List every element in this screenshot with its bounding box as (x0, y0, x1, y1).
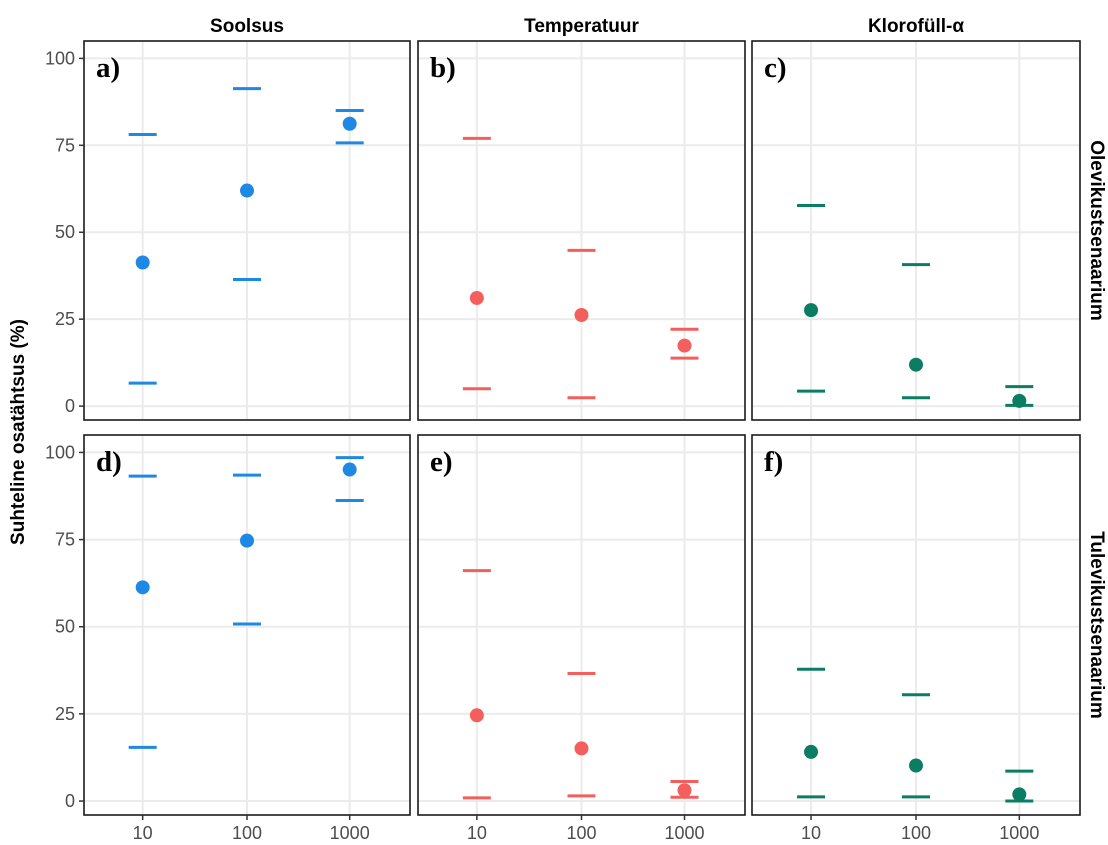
x-tick-label: 100 (901, 823, 931, 843)
panel-tag: c) (764, 52, 787, 84)
mean-point (469, 708, 484, 723)
x-tick-label: 10 (133, 823, 153, 843)
mean-point (135, 580, 150, 595)
mean-point (240, 183, 254, 198)
y-tick-label: 75 (55, 135, 75, 155)
strip-label-0: Soolsus (210, 16, 284, 37)
strip-label-row-1: Tulevikustsenaarium (1086, 531, 1107, 719)
y-tick-label: 100 (45, 48, 75, 68)
y-tick-label: 25 (55, 309, 75, 329)
panel-tag: b) (430, 52, 456, 84)
y-tick-label: 0 (65, 791, 75, 811)
mean-point (804, 744, 819, 759)
y-tick-label: 0 (65, 396, 75, 416)
panel-tag: d) (96, 446, 122, 478)
mean-point (909, 758, 923, 773)
panel-frame (83, 40, 411, 421)
panel-f: f) 10 100 1000 (751, 434, 1081, 843)
x-tick-label: 100 (232, 823, 262, 843)
x-tick-label: 1000 (330, 823, 370, 843)
y-axis-title: Suhteline osatähtsus (%) (8, 319, 29, 545)
panel-b: b) (417, 40, 746, 421)
panel-d: d) 0 25 50 75 100 10 100 1000 (45, 434, 411, 843)
x-tick-label: 1000 (664, 823, 704, 843)
panel-tag: f) (764, 446, 783, 478)
x-tick-label: 100 (566, 823, 596, 843)
strip-label-1: Temperatuur (524, 16, 639, 37)
mean-point (240, 533, 254, 548)
y-tick-label: 100 (45, 442, 75, 462)
panel-a: a) 0 25 50 75 100 (45, 40, 411, 421)
mean-point (342, 116, 357, 131)
mean-point (135, 255, 150, 270)
panels-layer: Soolsus Temperatuur Klorofüll-α Olevikustse… (45, 16, 1107, 843)
mean-point (574, 741, 589, 756)
panel-e: e) 10 100 1000 (417, 434, 746, 843)
x-tick-label: 1000 (999, 823, 1039, 843)
mean-point (909, 357, 923, 372)
panel-c: c) (751, 40, 1081, 421)
y-tick-label: 50 (55, 222, 75, 242)
y-tick-label: 50 (55, 617, 75, 637)
mean-point (677, 783, 692, 798)
strip-label-2: Klorofüll-α (868, 16, 964, 37)
strip-label-row-0: Olevikustsenaarium (1086, 140, 1107, 321)
mean-point (342, 462, 357, 477)
mean-point (1012, 393, 1027, 408)
y-tick-label: 25 (55, 704, 75, 724)
mean-point (677, 338, 692, 353)
mean-point (574, 307, 589, 322)
mean-point (804, 303, 819, 318)
panel-frame (751, 40, 1081, 421)
mean-point (1012, 787, 1027, 802)
mean-point (469, 290, 484, 305)
x-tick-label: 10 (467, 823, 487, 843)
panel-frame (417, 40, 746, 421)
y-tick-label: 75 (55, 530, 75, 550)
panel-tag: a) (96, 52, 120, 84)
x-tick-label: 10 (801, 823, 821, 843)
panel-tag: e) (430, 446, 453, 478)
